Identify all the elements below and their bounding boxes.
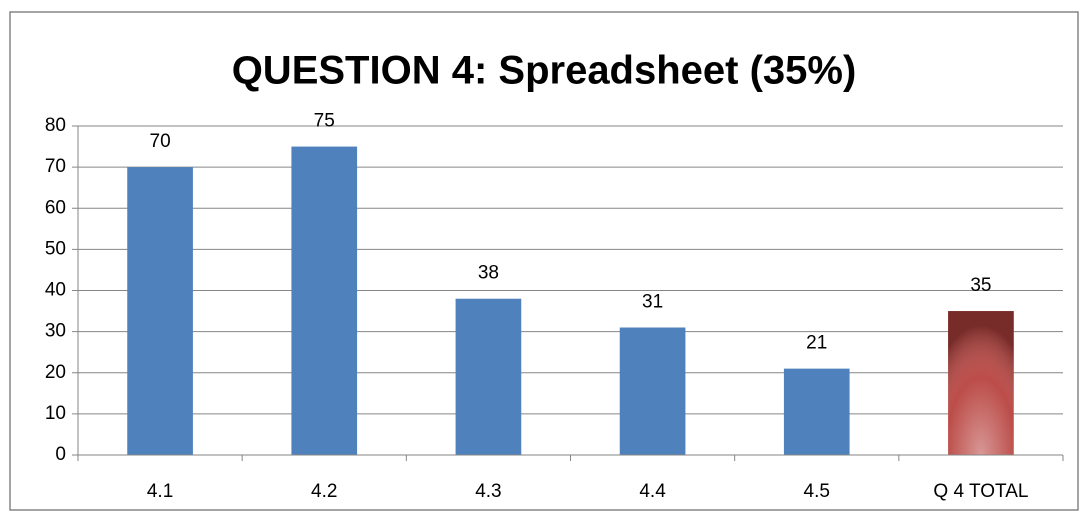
y-tick-label: 30 [45, 321, 66, 342]
data-label: 21 [806, 333, 827, 354]
y-tick-label: 40 [45, 280, 66, 301]
x-tick-label: 4.1 [147, 481, 173, 502]
data-label: 38 [478, 263, 499, 284]
x-tick-label: 4.4 [639, 481, 666, 502]
bar [619, 327, 686, 455]
y-tick-label: 60 [45, 197, 66, 218]
bar-shine [948, 311, 1014, 455]
x-tick-label: 4.3 [475, 481, 501, 502]
bar [291, 146, 358, 455]
data-label: 35 [970, 275, 991, 296]
bar [783, 368, 850, 455]
y-tick-label: 80 [45, 115, 66, 136]
chart-title: QUESTION 4: Spreadsheet (35%) [232, 49, 857, 93]
data-label: 70 [150, 131, 171, 152]
y-tick-label: 0 [55, 444, 66, 465]
y-tick-label: 10 [45, 403, 66, 424]
x-tick-label: 4.5 [804, 481, 830, 502]
bar [127, 167, 193, 455]
y-tick-label: 50 [45, 238, 66, 259]
x-tick-label: Q 4 TOTAL [933, 481, 1028, 502]
y-tick-label: 20 [45, 362, 66, 383]
y-tick-label: 70 [45, 156, 66, 177]
bar [455, 298, 522, 455]
data-label: 75 [314, 111, 335, 132]
x-tick-label: 4.2 [311, 481, 337, 502]
data-label: 31 [642, 292, 663, 313]
